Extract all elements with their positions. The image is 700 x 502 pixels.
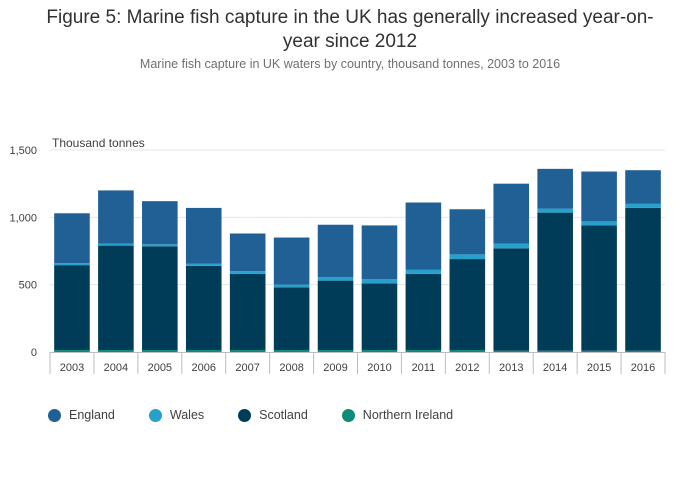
bar-scotland-2009 xyxy=(317,280,354,350)
x-tick-label-2007: 2007 xyxy=(235,362,259,374)
legend-item-scotland[interactable]: Scotland xyxy=(238,408,308,422)
x-tick-label-2010: 2010 xyxy=(367,362,391,374)
bar-england-2011 xyxy=(405,202,442,270)
y-tick-label-1500: 1,500 xyxy=(9,145,37,157)
bar-scotland-2005 xyxy=(142,246,178,350)
x-tick-label-2015: 2015 xyxy=(587,362,611,374)
legend-item-northern-ireland[interactable]: Northern Ireland xyxy=(341,408,454,422)
bars xyxy=(54,168,661,352)
x-tick-label-2014: 2014 xyxy=(543,362,567,374)
bar-northern-ireland-2015 xyxy=(581,350,617,352)
x-tick-label-2003: 2003 xyxy=(60,362,84,374)
bar-england-2015 xyxy=(581,171,617,222)
bar-scotland-2015 xyxy=(581,225,617,351)
bar-scotland-2003 xyxy=(54,265,90,350)
bar-wales-2011 xyxy=(405,269,442,274)
chart-subtitle: Marine fish capture in UK waters by coun… xyxy=(139,57,561,71)
x-tick-label-2008: 2008 xyxy=(279,362,303,374)
bar-wales-2007 xyxy=(229,271,266,274)
chart-title: Figure 5: Marine fish capture in the UK … xyxy=(46,7,654,52)
legend-swatch-northern-ireland xyxy=(341,408,355,422)
legend: England Wales Scotland Northern Ireland xyxy=(48,408,487,422)
bar-wales-2005 xyxy=(142,244,178,247)
legend-swatch-england xyxy=(48,408,61,422)
bar-england-2014 xyxy=(537,168,573,209)
x-tick-label-2016: 2016 xyxy=(631,362,655,374)
legend-label-wales: Wales xyxy=(169,408,205,422)
bar-northern-ireland-2006 xyxy=(185,349,222,352)
bar-scotland-2016 xyxy=(625,207,661,351)
bar-wales-2004 xyxy=(98,243,134,246)
x-tick-label-2006: 2006 xyxy=(192,362,216,374)
bar-scotland-2010 xyxy=(361,283,398,350)
bar-england-2008 xyxy=(273,237,310,285)
y-axis-label: Thousand tonnes xyxy=(52,136,145,150)
bar-scotland-2007 xyxy=(229,273,266,350)
bar-scotland-2013 xyxy=(493,248,530,351)
bar-northern-ireland-2010 xyxy=(361,349,398,352)
x-tick-label-2004: 2004 xyxy=(104,362,128,374)
legend-item-england[interactable]: England xyxy=(48,408,115,422)
bar-wales-2016 xyxy=(625,203,661,208)
legend-swatch-wales xyxy=(148,408,162,422)
bar-england-2007 xyxy=(229,233,266,272)
bar-northern-ireland-2007 xyxy=(229,349,266,352)
bar-northern-ireland-2014 xyxy=(537,350,573,352)
bar-england-2006 xyxy=(185,207,222,264)
bar-northern-ireland-2012 xyxy=(449,349,486,352)
x-tick-label-2009: 2009 xyxy=(323,362,347,374)
bar-scotland-2008 xyxy=(273,287,310,350)
x-tick-label-2012: 2012 xyxy=(455,362,479,374)
bar-scotland-2004 xyxy=(98,245,134,350)
bar-northern-ireland-2011 xyxy=(405,349,442,352)
bar-scotland-2012 xyxy=(449,259,486,350)
x-tick-label-2005: 2005 xyxy=(148,362,172,374)
bar-northern-ireland-2005 xyxy=(142,349,178,352)
bar-wales-2009 xyxy=(317,277,354,281)
bar-northern-ireland-2004 xyxy=(98,349,134,352)
bar-northern-ireland-2016 xyxy=(625,350,661,352)
y-tick-label-1000: 1,000 xyxy=(9,212,37,224)
y-tick-label-0: 0 xyxy=(31,347,37,359)
x-tick-label-2011: 2011 xyxy=(412,362,436,374)
bar-england-2016 xyxy=(625,170,661,204)
bar-england-2013 xyxy=(493,183,530,244)
bar-wales-2010 xyxy=(361,279,398,284)
bar-england-2003 xyxy=(54,213,90,264)
bar-wales-2015 xyxy=(581,221,617,226)
bar-northern-ireland-2009 xyxy=(317,349,354,352)
x-tick-label-2013: 2013 xyxy=(499,362,523,374)
legend-item-wales[interactable]: Wales xyxy=(148,408,205,422)
bar-england-2010 xyxy=(361,225,398,280)
bar-england-2009 xyxy=(317,224,354,278)
legend-label-scotland: Scotland xyxy=(259,408,308,422)
bar-england-2005 xyxy=(142,201,178,245)
legend-swatch-scotland xyxy=(238,408,252,422)
bar-northern-ireland-2008 xyxy=(273,349,310,352)
bar-northern-ireland-2013 xyxy=(493,350,530,352)
bar-wales-2012 xyxy=(449,254,486,260)
bar-england-2012 xyxy=(449,209,486,255)
bar-wales-2014 xyxy=(537,208,573,213)
axes: 0 500 1,000 1,500 2003 2004 2005 2006 2007 2008 20… xyxy=(9,145,666,374)
bar-scotland-2006 xyxy=(185,265,222,350)
legend-label-northern-ireland: Northern Ireland xyxy=(362,408,454,422)
bar-england-2004 xyxy=(98,190,134,244)
bar-wales-2013 xyxy=(493,243,530,249)
y-tick-label-500: 500 xyxy=(19,280,37,292)
bar-wales-2003 xyxy=(54,263,90,266)
bar-northern-ireland-2003 xyxy=(54,349,90,352)
legend-label-england: England xyxy=(69,408,115,422)
bar-wales-2008 xyxy=(273,284,310,288)
bar-scotland-2011 xyxy=(405,273,442,350)
bar-scotland-2014 xyxy=(537,212,573,351)
bar-wales-2006 xyxy=(185,263,222,266)
